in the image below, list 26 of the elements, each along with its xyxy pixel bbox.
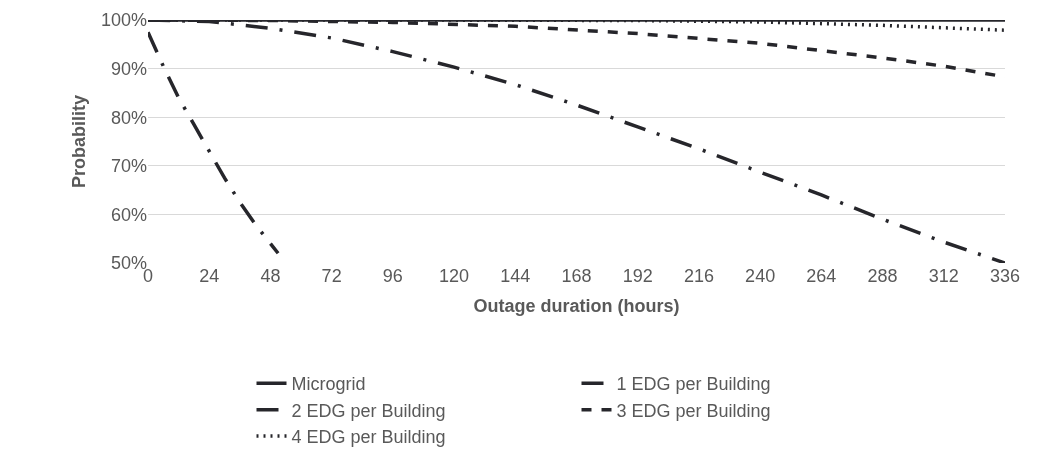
y-tick-label: 60% — [110, 204, 147, 225]
legend-label: Microgrid — [291, 374, 366, 395]
x-tick-label: 264 — [806, 266, 837, 286]
legend-label: 1 EDG per Building — [616, 374, 771, 395]
y-tick-label: 90% — [110, 58, 147, 79]
legend-label: 3 EDG per Building — [616, 400, 771, 421]
x-tick-label: 48 — [260, 266, 281, 286]
y-tick-label: 100% — [100, 10, 147, 31]
x-tick-label: 312 — [928, 266, 959, 286]
x-tick-label: 168 — [561, 266, 592, 286]
x-tick-label: 216 — [683, 266, 714, 286]
legend-label: 4 EDG per Building — [291, 427, 446, 448]
x-tick-label: 336 — [989, 266, 1021, 286]
x-tick-label: 24 — [199, 266, 220, 286]
x-tick-label: 72 — [321, 266, 342, 286]
x-tick-label: 288 — [867, 266, 898, 286]
x-tick-label: 192 — [622, 266, 653, 286]
x-axis-title: Outage duration (hours) — [473, 296, 680, 317]
x-tick-label: 240 — [745, 266, 776, 286]
x-tick-label: 120 — [439, 266, 470, 286]
legend-label: 2 EDG per Building — [291, 400, 446, 421]
x-tick-label: 96 — [382, 266, 403, 286]
y-axis-title: Probability — [69, 94, 90, 189]
y-tick-label: 70% — [110, 156, 147, 177]
x-tick-label: 144 — [500, 266, 531, 286]
y-tick-label: 80% — [110, 107, 147, 128]
